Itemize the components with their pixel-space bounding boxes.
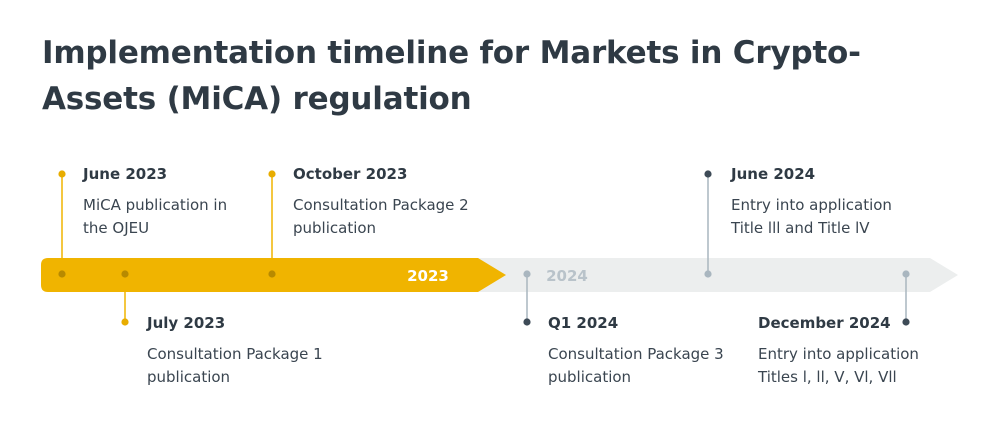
event-description: Consultation Package 2 publication bbox=[293, 196, 469, 237]
event-description: Entry into application Title lll and Tit… bbox=[731, 196, 892, 237]
marker-dot-june-2023 bbox=[58, 170, 66, 178]
axis-dot-june-2023 bbox=[58, 270, 66, 278]
event-july-2023: July 2023 Consultation Package 1 publica… bbox=[147, 313, 357, 389]
event-december-2024: December 2024 Entry into application Tit… bbox=[758, 313, 968, 389]
event-date: July 2023 bbox=[147, 314, 226, 332]
event-q1-2024: Q1 2024 Consultation Package 3 publicati… bbox=[548, 313, 758, 389]
timeline-bar-2024 bbox=[470, 258, 958, 292]
event-date: October 2023 bbox=[293, 165, 408, 183]
axis-dot-july-2023 bbox=[121, 270, 129, 278]
year-label-2023: 2023 bbox=[407, 267, 449, 285]
marker-dot-q1-2024 bbox=[523, 318, 531, 326]
event-date: June 2023 bbox=[83, 165, 168, 183]
event-october-2023: October 2023 Consultation Package 2 publ… bbox=[293, 164, 503, 240]
axis-dot-q1-2024 bbox=[523, 270, 531, 278]
event-june-2024: June 2024 Entry into application Title l… bbox=[731, 164, 941, 240]
year-label-2024: 2024 bbox=[546, 267, 588, 285]
event-date: Q1 2024 bbox=[548, 314, 619, 332]
event-description: Consultation Package 1 publication bbox=[147, 345, 323, 386]
marker-dot-june-2024 bbox=[704, 170, 712, 178]
event-date: December 2024 bbox=[758, 314, 891, 332]
event-description: Entry into application Titles l, ll, V, … bbox=[758, 345, 919, 386]
axis-dot-october-2023 bbox=[268, 270, 276, 278]
marker-dot-december-2024 bbox=[902, 318, 910, 326]
axis-dot-december-2024 bbox=[902, 270, 910, 278]
page-title: Implementation timeline for Markets in C… bbox=[42, 35, 861, 117]
event-june-2023: June 2023 MiCA publication in the OJEU bbox=[83, 164, 293, 240]
event-description: Consultation Package 3 publication bbox=[548, 345, 724, 386]
marker-dot-october-2023 bbox=[268, 170, 276, 178]
event-description: MiCA publication in the OJEU bbox=[83, 196, 228, 237]
marker-dot-july-2023 bbox=[121, 318, 129, 326]
axis-dot-june-2024 bbox=[704, 270, 712, 278]
event-date: June 2024 bbox=[731, 165, 816, 183]
